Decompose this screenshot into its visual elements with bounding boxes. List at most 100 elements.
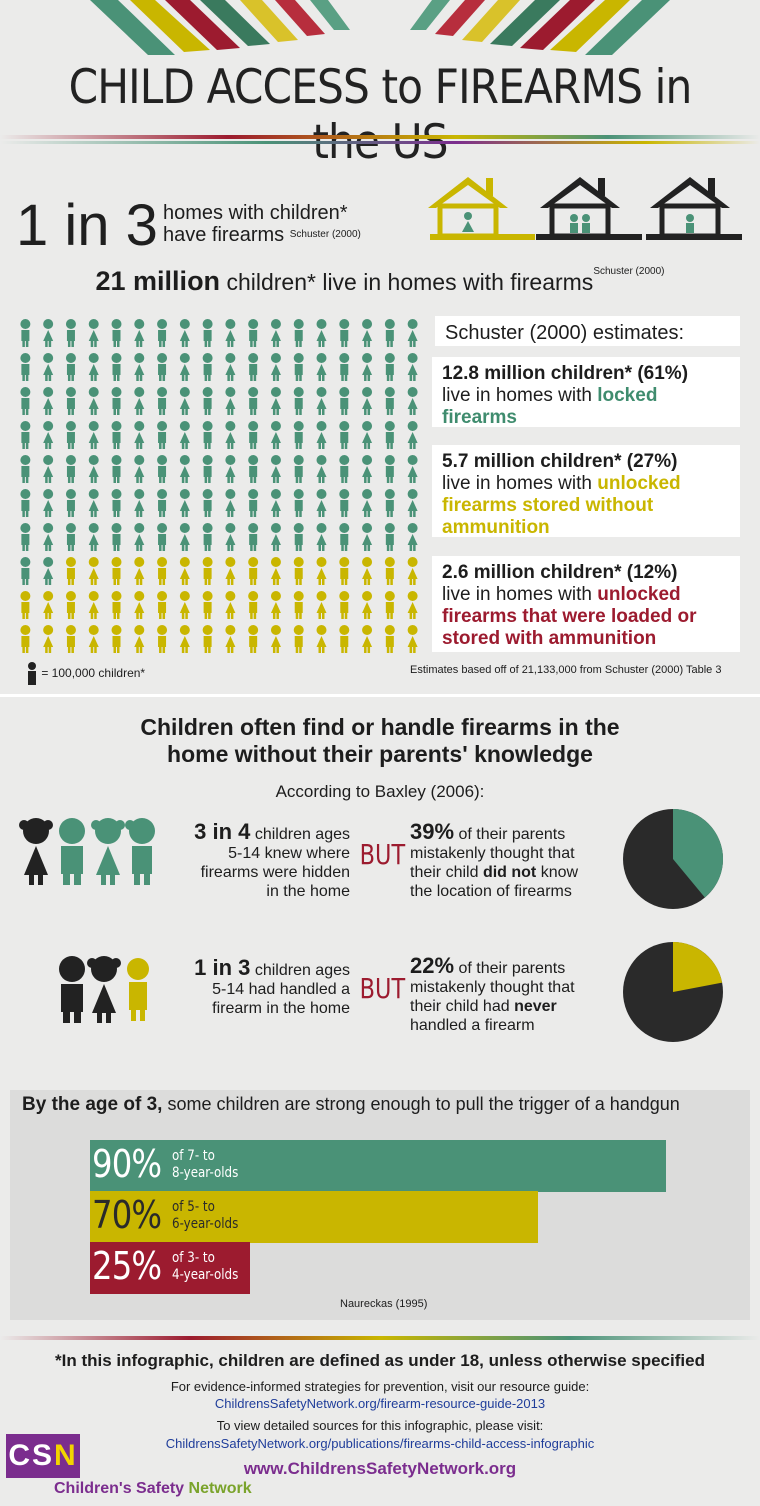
stat-2: 21 million children* live in homes with … (0, 266, 760, 297)
child-icon (202, 557, 213, 585)
child-icon (65, 455, 76, 483)
child-icon (157, 455, 168, 483)
child-icon (65, 319, 76, 347)
pie-slice (673, 809, 723, 898)
child-icon (111, 455, 122, 483)
child-icon (20, 353, 31, 381)
child-icon (20, 455, 31, 483)
bar-3-4: 25% of 3- to 4-year-olds (90, 1242, 250, 1294)
card1-bold: 12.8 million children* (61%) (442, 363, 689, 384)
house-icon (428, 177, 535, 240)
divider-stripe (0, 694, 760, 697)
child-icon (20, 625, 31, 653)
child-icon (293, 591, 304, 619)
child-icon (248, 557, 259, 585)
row1-r3c: know (540, 864, 579, 881)
estimate-card-unlocked: 5.7 million children* (27%) live in home… (432, 445, 740, 538)
child-icon (339, 319, 350, 347)
child-icon (134, 523, 145, 551)
row1-text4: in the home (266, 883, 350, 900)
child-icon (248, 387, 259, 415)
child-icon (157, 489, 168, 517)
child-icon (111, 319, 122, 347)
row2-left-stat: 1 in 3 children ages 5-14 had handled a … (150, 957, 350, 1018)
row2-r2: mistakenly thought that (410, 979, 575, 996)
section3-title-rest: some children are strong enough to pull … (167, 1094, 680, 1114)
child-icon (111, 625, 122, 653)
child-icon (111, 523, 122, 551)
child-icon (270, 353, 281, 381)
child-icon (134, 387, 145, 415)
guide-text: For evidence-informed strategies for pre… (170, 1379, 590, 1394)
child-icon (270, 557, 281, 585)
website-link[interactable]: www.ChildrensSafetyNetwork.org (243, 1459, 517, 1478)
child-icon (339, 489, 350, 517)
child-icon (384, 625, 395, 653)
child-icon (28, 662, 36, 685)
child-icon (19, 818, 53, 885)
child-icon (316, 625, 327, 653)
child-icon (293, 421, 304, 449)
child-icon (270, 591, 281, 619)
child-icon (270, 387, 281, 415)
child-icon (339, 353, 350, 381)
row1-big: 3 in 4 (194, 819, 251, 844)
child-icon (407, 523, 418, 551)
child-icon (65, 625, 76, 653)
child-icon (111, 591, 122, 619)
child-icon (179, 591, 190, 619)
page-title: CHILD ACCESS to FIREARMS in the US (68, 60, 693, 170)
child-icon (157, 557, 168, 585)
child-icon (248, 319, 259, 347)
child-icon (316, 319, 327, 347)
sources-text: To view detailed sources for this infogr… (216, 1418, 544, 1433)
stat-2-source: Schuster (2000) (593, 266, 665, 277)
child-icon (179, 557, 190, 585)
section2-title-line2: home without their parents' knowledge (167, 741, 593, 767)
estimate-note: Estimates based off of 21,133,000 from S… (410, 664, 722, 676)
child-icon (248, 353, 259, 381)
child-icon (179, 387, 190, 415)
row1-r3b: did not (482, 864, 537, 881)
estimate-card-locked: 12.8 million children* (61%) live in hom… (432, 357, 740, 428)
child-icon (111, 387, 122, 415)
houses-illustration (428, 177, 742, 240)
child-icon (225, 455, 236, 483)
pie-chart-row2 (623, 942, 723, 1042)
row1-r1: of their parents (458, 826, 566, 843)
child-icon (362, 387, 373, 415)
child-icon (407, 625, 418, 653)
section3-title: By the age of 3, some children are stron… (22, 1094, 680, 1116)
child-icon (270, 523, 281, 551)
stat-1-line1: homes with children* (163, 202, 348, 224)
child-icon (65, 557, 76, 585)
child-icon (384, 353, 395, 381)
bar-pct: 90% (92, 1142, 162, 1186)
child-icon (59, 956, 85, 1023)
child-icon (134, 625, 145, 653)
row2-r3a: their child had (410, 998, 510, 1015)
child-icon (134, 557, 145, 585)
child-icon (65, 489, 76, 517)
child-icon (339, 387, 350, 415)
bar-pct: 70% (92, 1193, 162, 1237)
child-icon (384, 455, 395, 483)
stat-1-source: Schuster (2000) (289, 229, 361, 240)
child-icon (384, 557, 395, 585)
child-icon (407, 319, 418, 347)
row2-text2: 5-14 had handled a (212, 981, 350, 998)
row1-but: BUT (359, 838, 406, 871)
child-icon (88, 421, 99, 449)
guide-link[interactable]: ChildrensSafetyNetwork.org/firearm-resou… (214, 1396, 546, 1411)
child-icon (316, 489, 327, 517)
child-icon (179, 625, 190, 653)
child-icon (125, 818, 155, 885)
child-icon (316, 591, 327, 619)
child-icon (157, 591, 168, 619)
child-icon (88, 489, 99, 517)
child-icon (362, 455, 373, 483)
child-icon (88, 319, 99, 347)
sources-link[interactable]: ChildrensSafetyNetwork.org/publications/… (165, 1436, 595, 1451)
child-icon (157, 625, 168, 653)
child-icon (88, 353, 99, 381)
